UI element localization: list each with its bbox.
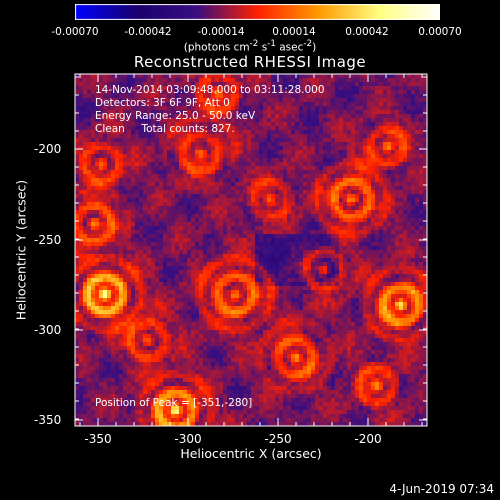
y-axis-label: Heliocentric Y (arcsec): [13, 179, 29, 321]
colorbar-units-label: (photons cm-2 s-1 asec-2): [183, 39, 317, 54]
colorbar-tick-label: 0.00070: [418, 26, 462, 38]
date-stamp: 4-Jun-2019 07:34: [389, 482, 494, 496]
x-tick-label: -300: [174, 432, 202, 446]
x-tick-label: -200: [354, 432, 382, 446]
y-tick-label: -200: [34, 142, 62, 156]
colorbar-tick-label: 0.00014: [272, 26, 316, 38]
x-axis-label: Heliocentric X (arcsec): [180, 446, 322, 461]
annotation-peak-position: Position of Peak = [-351,-280]: [95, 397, 253, 409]
y-tick-label: -300: [34, 323, 62, 337]
y-tick-label: -250: [34, 233, 62, 247]
x-tick-label: -250: [264, 432, 292, 446]
annotation-total-counts: Clean Total counts: 827.: [95, 123, 235, 135]
annotation-energy-range: Energy Range: 25.0 - 50.0 keV: [95, 110, 256, 122]
colorbar-tick-label: -0.00042: [124, 26, 172, 38]
colorbar-tick-label: 0.00042: [345, 26, 389, 38]
chart-title: Reconstructed RHESSI Image: [133, 53, 367, 71]
colorbar-tick-label: -0.00070: [51, 26, 99, 38]
x-tick-label: -350: [84, 432, 112, 446]
y-tick-label: -350: [34, 413, 62, 427]
colorbar: [75, 4, 440, 20]
annotation-time-range: 14-Nov-2014 03:09:48.000 to 03:11:28.000: [95, 84, 325, 96]
annotation-detectors: Detectors: 3F 6F 9F, Att 0: [95, 97, 230, 109]
colorbar-tick-label: -0.00014: [197, 26, 245, 38]
